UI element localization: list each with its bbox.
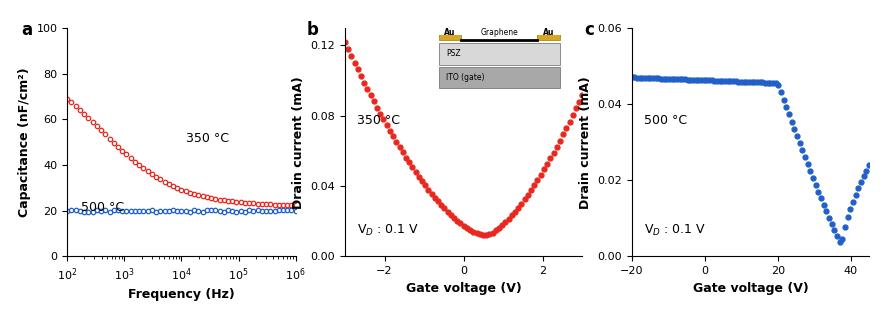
Text: 500 °C: 500 °C [643,114,686,127]
Text: 350 °C: 350 °C [186,132,229,145]
Y-axis label: Drain current (mA): Drain current (mA) [292,76,305,209]
Text: b: b [307,21,319,39]
Text: 500 °C: 500 °C [81,201,124,214]
X-axis label: Frequency (Hz): Frequency (Hz) [128,288,235,301]
Y-axis label: Capacitance (nF/cm²): Capacitance (nF/cm²) [18,67,31,217]
Text: V$_D$ : 0.1 V: V$_D$ : 0.1 V [643,222,706,238]
Text: V$_D$ : 0.1 V: V$_D$ : 0.1 V [357,222,419,238]
Y-axis label: Drain current (mA): Drain current (mA) [579,76,591,209]
Text: a: a [22,21,32,39]
X-axis label: Gate voltage (V): Gate voltage (V) [693,282,808,295]
Text: 350 °C: 350 °C [357,114,400,127]
Text: c: c [584,21,594,39]
X-axis label: Gate voltage (V): Gate voltage (V) [406,282,521,295]
